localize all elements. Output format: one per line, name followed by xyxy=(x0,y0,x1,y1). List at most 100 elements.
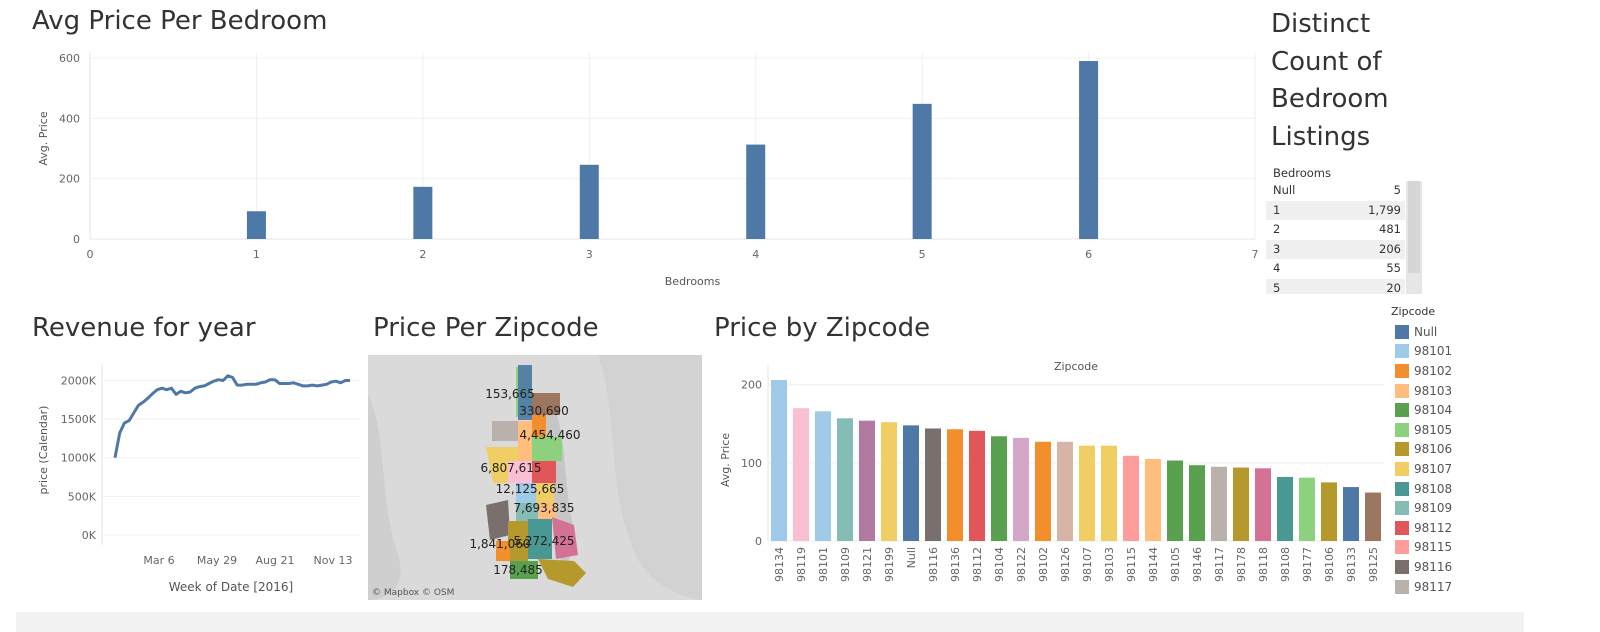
legend-item[interactable]: 98102 xyxy=(1388,361,1538,381)
legend-item[interactable]: 98107 xyxy=(1388,459,1538,479)
map-value-label: 12,125,665 xyxy=(496,482,565,496)
legend-swatch xyxy=(1395,540,1409,555)
x-tick-label: 98122 xyxy=(1015,547,1028,582)
legend-item[interactable]: 98112 xyxy=(1388,518,1538,538)
x-tick-label: 98109 xyxy=(839,547,852,582)
legend-item[interactable]: 98117 xyxy=(1388,577,1538,597)
bar[interactable] xyxy=(246,211,266,239)
bar[interactable] xyxy=(925,428,941,541)
bar[interactable] xyxy=(1343,487,1359,541)
zip-region xyxy=(538,503,556,519)
legend-item[interactable]: 98104 xyxy=(1388,400,1538,420)
bar[interactable] xyxy=(1167,460,1183,541)
bar[interactable] xyxy=(1013,437,1029,541)
zip-region xyxy=(518,365,532,420)
distinct-count-title: Distinct Count of Bedroom Listings xyxy=(1271,9,1389,152)
x-tick-label: 7 xyxy=(1252,248,1259,261)
bar[interactable] xyxy=(579,164,599,239)
table-row[interactable]: 2 481 xyxy=(1266,220,1405,240)
bar[interactable] xyxy=(1233,467,1249,541)
bar[interactable] xyxy=(991,436,1007,541)
bar[interactable] xyxy=(1079,61,1099,240)
x-tick-label: 98105 xyxy=(1169,547,1182,582)
bar[interactable] xyxy=(881,422,897,541)
zipcode-legend[interactable]: Zipcode Null 98101 98102 98103 98104 98105 981… xyxy=(1388,304,1538,600)
bar[interactable] xyxy=(837,418,853,541)
revenue-line[interactable] xyxy=(113,374,350,458)
bar[interactable] xyxy=(771,380,787,541)
legend-item[interactable]: 98106 xyxy=(1388,440,1538,460)
bar[interactable] xyxy=(1365,492,1381,541)
map-value-label: 5,272,425 xyxy=(513,534,574,548)
legend-label: 98116 xyxy=(1414,559,1453,574)
bar[interactable] xyxy=(903,425,919,541)
legend-item[interactable]: 98116 xyxy=(1388,557,1538,577)
x-axis-title: Zipcode xyxy=(1054,360,1098,373)
zip-region xyxy=(532,461,556,483)
legend-swatch xyxy=(1395,383,1409,398)
x-tick-label: 98106 xyxy=(1323,547,1336,582)
table-row[interactable]: 4 55 xyxy=(1266,259,1405,279)
map-value-label: 330,690 xyxy=(519,404,569,418)
table-row[interactable]: 5 20 xyxy=(1266,278,1405,295)
x-tick-label: 4 xyxy=(752,248,759,261)
legend-item[interactable]: 98101 xyxy=(1388,342,1538,362)
bar[interactable] xyxy=(1035,441,1051,541)
legend-item[interactable]: 98103 xyxy=(1388,381,1538,401)
y-tick-label: 500K xyxy=(68,490,97,503)
bar[interactable] xyxy=(1211,466,1227,541)
row-value: 20 xyxy=(1386,280,1401,295)
map-water xyxy=(368,395,401,600)
zipcode-map[interactable]: 153,665 330,690 4,454,460 6,807,615 12,125,6… xyxy=(368,355,702,600)
x-tick-label: 98199 xyxy=(883,547,896,582)
zipcode-bar-chart[interactable]: 0 100 200 98134 98119 98101 98109 98121 98199 Nul… xyxy=(712,355,1387,610)
scrollbar-thumb[interactable] xyxy=(1408,181,1420,273)
table-row[interactable]: 1 1,799 xyxy=(1266,200,1405,220)
table-row[interactable]: Null 5 xyxy=(1266,181,1405,201)
bedroom-chart-title: Avg Price Per Bedroom xyxy=(32,6,328,36)
bar[interactable] xyxy=(1123,455,1139,541)
x-tick-label: 98144 xyxy=(1147,547,1160,582)
bar[interactable] xyxy=(1299,477,1315,541)
bar[interactable] xyxy=(859,420,875,541)
y-tick-label: 200 xyxy=(59,173,80,186)
bar[interactable] xyxy=(413,186,433,239)
bar[interactable] xyxy=(1277,476,1293,541)
bar[interactable] xyxy=(1145,458,1161,541)
bar[interactable] xyxy=(1057,441,1073,541)
bar[interactable] xyxy=(1079,445,1095,541)
legend-item[interactable]: Null xyxy=(1388,322,1538,342)
zip-region xyxy=(532,393,560,415)
legend-item[interactable]: 98109 xyxy=(1388,498,1538,518)
bottom-toolbar xyxy=(16,612,1524,632)
table-scrollbar[interactable] xyxy=(1406,181,1422,294)
bar[interactable] xyxy=(912,103,932,239)
bar[interactable] xyxy=(1321,482,1337,541)
x-tick-label: 98115 xyxy=(1125,547,1138,582)
bar[interactable] xyxy=(1255,468,1271,541)
bar[interactable] xyxy=(1189,465,1205,541)
bedroom-bar-chart[interactable]: 0 1 2 3 4 5 6 7 0 200 400 600 Bedrooms Avg. Price xyxy=(30,45,1270,295)
x-tick-label: 98121 xyxy=(861,547,874,582)
bar[interactable] xyxy=(793,408,809,541)
bar[interactable] xyxy=(815,411,831,541)
legend-item[interactable]: 98115 xyxy=(1388,538,1538,558)
x-axis-title: Bedrooms xyxy=(665,275,721,288)
legend-item[interactable]: 98105 xyxy=(1388,420,1538,440)
revenue-line-chart[interactable]: 0K 500K 1000K 1500K 2000K Mar 6 May 29 Aug 21 No… xyxy=(30,355,365,600)
legend-swatch xyxy=(1395,520,1409,535)
bar[interactable] xyxy=(947,429,963,541)
row-value: 481 xyxy=(1379,222,1401,236)
bar[interactable] xyxy=(1101,445,1117,541)
zip-region xyxy=(486,500,510,540)
bedroom-count-table[interactable]: Bedrooms Null 5 1 1,799 2 481 3 206 4 55 5 20 xyxy=(1266,166,1422,294)
table-row[interactable]: 3 206 xyxy=(1266,239,1405,259)
legend-swatch xyxy=(1395,344,1409,359)
zip-region xyxy=(508,521,528,561)
x-tick-label: 98125 xyxy=(1367,547,1380,582)
bar[interactable] xyxy=(746,144,766,239)
legend-item[interactable]: 98108 xyxy=(1388,479,1538,499)
legend-label: 98108 xyxy=(1414,481,1453,496)
bar[interactable] xyxy=(969,430,985,541)
y-tick-label: 2000K xyxy=(61,374,97,387)
